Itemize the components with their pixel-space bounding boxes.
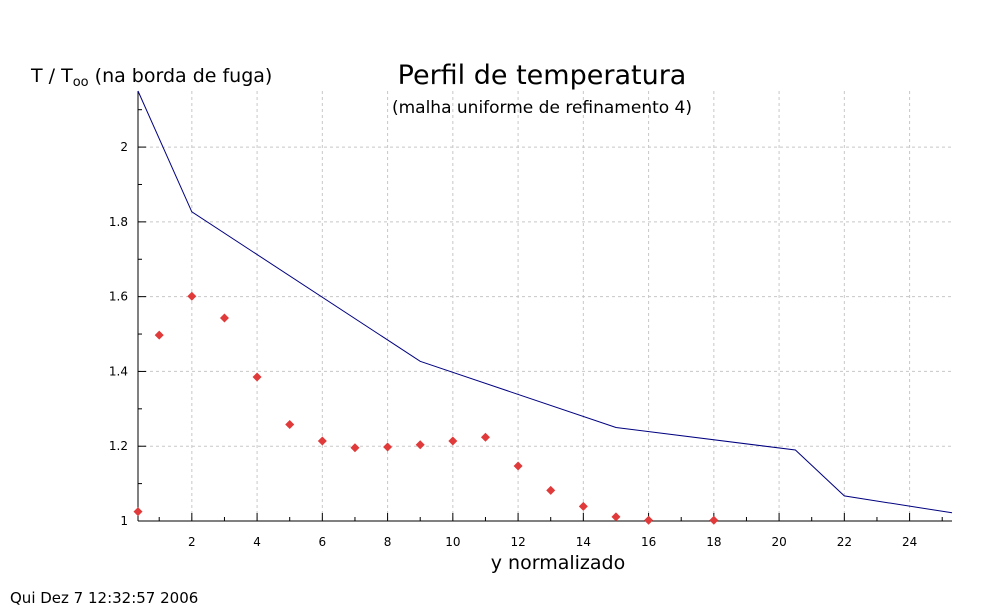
y-axis-label-subscript: oo: [73, 75, 89, 90]
data-point-diamond: [187, 291, 197, 301]
y-tick-label: 1.8: [109, 215, 128, 229]
data-point-diamond: [285, 420, 295, 430]
chart-subtitle: (malha uniforme de refinamento 4): [392, 98, 692, 118]
data-point-diamond: [317, 436, 327, 446]
x-tick-label: 20: [771, 535, 786, 549]
x-tick-label: 8: [384, 535, 392, 549]
data-point-diamond: [350, 443, 360, 453]
data-point-diamond: [154, 330, 164, 340]
y-tick-label: 1.6: [109, 290, 128, 304]
data-point-diamond: [644, 515, 654, 525]
data-point-diamond: [415, 440, 425, 450]
y-tick-label: 1.4: [109, 364, 128, 378]
x-tick-label: 4: [253, 535, 261, 549]
y-tick-label: 1.2: [109, 439, 128, 453]
data-point-diamond: [546, 485, 556, 495]
x-tick-label: 2: [188, 535, 196, 549]
data-point-diamond: [383, 442, 393, 452]
x-tick-label: 18: [706, 535, 721, 549]
y-axis-label-main: T / T: [30, 65, 73, 87]
x-axis-label: y normalizado: [491, 552, 625, 574]
chart-title: Perfil de temperatura: [398, 60, 687, 91]
x-tick-label: 16: [641, 535, 656, 549]
x-tick-label: 22: [837, 535, 852, 549]
y-axis-label: T / Too (na borda de fuga): [30, 65, 272, 90]
timestamp: Qui Dez 7 12:32:57 2006: [10, 589, 198, 607]
y-tick-label: 2: [120, 140, 128, 154]
data-point-diamond: [252, 372, 262, 382]
data-point-diamond: [513, 461, 523, 471]
data-point-diamond: [709, 515, 719, 525]
series-layer: [133, 90, 953, 525]
data-point-diamond: [133, 507, 143, 517]
data-point-diamond: [480, 432, 490, 442]
x-tick-label: 10: [445, 535, 460, 549]
y-axis-label-suffix: (na borda de fuga): [89, 65, 273, 87]
grid-layer: [138, 91, 952, 522]
data-point-diamond: [578, 501, 588, 511]
y-tick-label: 1: [120, 514, 128, 528]
x-tick-label: 6: [319, 535, 327, 549]
x-tick-label: 12: [510, 535, 525, 549]
data-point-diamond: [219, 313, 229, 323]
axes-layer: [137, 91, 952, 522]
series-line: [137, 90, 953, 514]
x-tick-label: 24: [902, 535, 917, 549]
x-tick-label: 14: [576, 535, 591, 549]
data-point-diamond: [611, 512, 621, 522]
data-point-diamond: [448, 436, 458, 446]
